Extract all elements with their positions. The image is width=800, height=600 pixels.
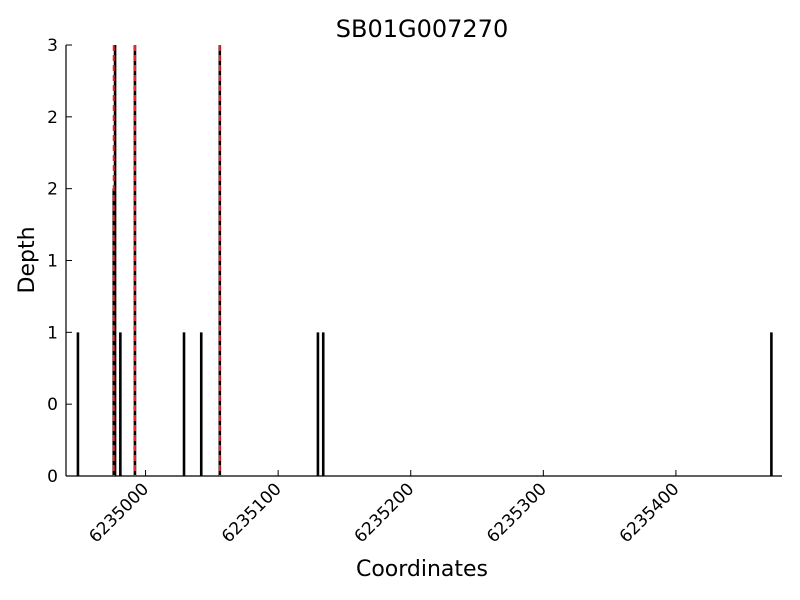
- y-tick-label: 1: [47, 252, 58, 272]
- plot-area: 0 0 1 1 2 2 3 6235000 6235100 6235200 6235300 62354…: [47, 36, 782, 547]
- y-tick-label: 3: [47, 36, 58, 56]
- x-tick-label: 6235300: [483, 479, 551, 547]
- y-tick-label: 1: [47, 323, 58, 343]
- x-tick-label: 6235100: [218, 479, 286, 547]
- x-tick-label: 6235200: [351, 479, 419, 547]
- y-tick-label: 0: [47, 467, 58, 487]
- x-tick-label: 6235400: [616, 479, 684, 547]
- chart-title: SB01G007270: [336, 15, 508, 43]
- y-tick-label: 2: [47, 108, 58, 128]
- x-axis-label: Coordinates: [356, 557, 488, 582]
- y-axis-label: Depth: [15, 226, 40, 293]
- y-tick-label: 0: [47, 395, 58, 415]
- y-tick-label: 2: [47, 180, 58, 200]
- x-tick-label: 6235000: [85, 479, 153, 547]
